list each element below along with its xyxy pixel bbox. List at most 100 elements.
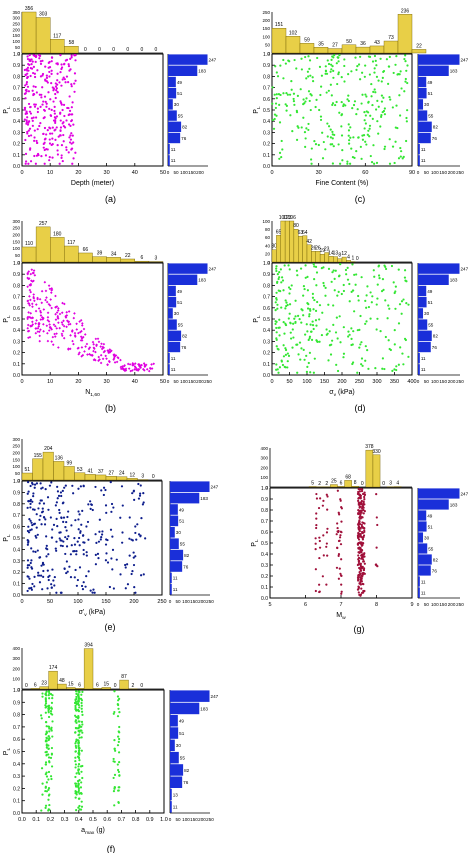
top-hist-bar: [106, 257, 121, 263]
scatter-point: [33, 483, 37, 486]
scatter-point: [34, 85, 37, 89]
top-hist-bar: [383, 40, 399, 54]
scatter-point: [55, 115, 59, 118]
scatter-point: [400, 150, 403, 153]
scatter-point: [278, 326, 281, 329]
side-hist-bar: [168, 54, 208, 65]
scatter-point: [273, 93, 276, 96]
scatter-point: [311, 324, 315, 327]
scatter-point: [320, 333, 324, 337]
scatter-point: [59, 70, 62, 74]
scatter-point: [388, 55, 391, 58]
scatter-point: [132, 556, 135, 559]
scatter-point: [281, 148, 284, 151]
x-tick-label: 0: [270, 170, 273, 176]
top-hist-bar-label: 43: [374, 40, 380, 46]
scatter-point: [381, 357, 384, 360]
scatter-point: [314, 319, 318, 322]
scatter-point: [349, 162, 352, 165]
scatter-point: [348, 300, 351, 303]
scatter-point: [41, 561, 45, 564]
side-hist-bar-label: 247: [209, 266, 217, 271]
top-hist-bar-label: 236: [401, 8, 410, 14]
scatter-point: [77, 696, 80, 699]
scatter-point: [81, 322, 84, 325]
scatter-point: [117, 730, 120, 733]
scatter-point: [314, 265, 318, 268]
side-hist-bar: [170, 492, 200, 504]
scatter-point: [47, 744, 50, 747]
top-hist-bar-label: 117: [53, 33, 61, 39]
scatter-point: [307, 122, 310, 126]
side-hist-tick-label: 100: [180, 379, 188, 384]
scatter-point: [364, 359, 367, 362]
scatter-point: [50, 340, 53, 343]
y-axis-label: PL: [251, 539, 260, 547]
scatter-point: [65, 319, 69, 323]
scatter-point: [82, 327, 86, 331]
top-hist-bar-label: 0: [126, 47, 129, 53]
scatter-point: [27, 134, 31, 138]
top-hist-bar-label: 6: [140, 255, 143, 261]
scatter-point: [78, 724, 81, 727]
scatter-point: [50, 56, 54, 59]
scatter-point: [57, 307, 60, 310]
scatter-point: [134, 525, 137, 528]
scatter-point: [380, 290, 384, 293]
scatter-point: [74, 742, 77, 745]
scatter-point: [366, 285, 369, 288]
scatter-point: [26, 323, 30, 327]
scatter-point: [329, 128, 332, 131]
scatter-point: [77, 510, 80, 513]
side-hist-bar: [168, 110, 177, 121]
scatter-point: [364, 122, 367, 125]
side-hist-bar-label: 51: [179, 519, 185, 524]
scatter-point: [359, 563, 362, 566]
scatter-point: [330, 94, 333, 97]
side-hist-bar-label: 55: [428, 113, 434, 118]
scatter-point: [306, 275, 309, 278]
scatter-point: [75, 692, 78, 695]
top-hist-bar-label: 27: [108, 470, 114, 476]
scatter-point: [280, 281, 283, 284]
scatter-point: [32, 85, 35, 88]
scatter-point: [49, 326, 53, 330]
scatter-point: [72, 141, 75, 144]
scatter-point: [45, 750, 48, 753]
side-hist-bar: [170, 739, 175, 752]
side-hist-bar: [418, 155, 420, 166]
scatter-point: [315, 517, 318, 520]
side-hist-bar: [418, 488, 460, 499]
scatter-point: [54, 138, 57, 142]
scatter-point: [60, 516, 63, 519]
scatter-point: [394, 63, 397, 66]
scatter-point: [44, 488, 47, 491]
scatter-point: [28, 288, 32, 292]
scatter-point: [80, 729, 83, 732]
scatter-point: [319, 93, 322, 97]
scatter-point: [100, 533, 104, 536]
scatter-point: [370, 161, 374, 164]
top-hist-bar: [341, 256, 347, 263]
scatter-point: [26, 543, 29, 546]
scatter-point: [46, 569, 49, 572]
scatter-point: [49, 298, 52, 301]
scatter-point: [47, 66, 50, 69]
scatter-point: [372, 90, 375, 94]
top-hist-bar-label: 25: [331, 479, 337, 485]
scatter-point: [300, 347, 303, 350]
scatter-point: [58, 511, 61, 514]
y-tick-label: 0.8: [263, 74, 270, 80]
scatter-point: [128, 554, 131, 557]
top-hist-bar: [126, 478, 138, 481]
scatter-point: [340, 583, 343, 586]
scatter-point: [94, 533, 97, 536]
x-tick-label: 50: [160, 379, 166, 385]
scatter-point: [345, 273, 348, 276]
scatter-point: [97, 340, 101, 344]
side-hist-bar: [170, 504, 178, 515]
scatter-point: [36, 128, 39, 131]
scatter-point: [46, 318, 50, 322]
scatter-point: [344, 104, 347, 107]
scatter-point: [69, 57, 72, 60]
